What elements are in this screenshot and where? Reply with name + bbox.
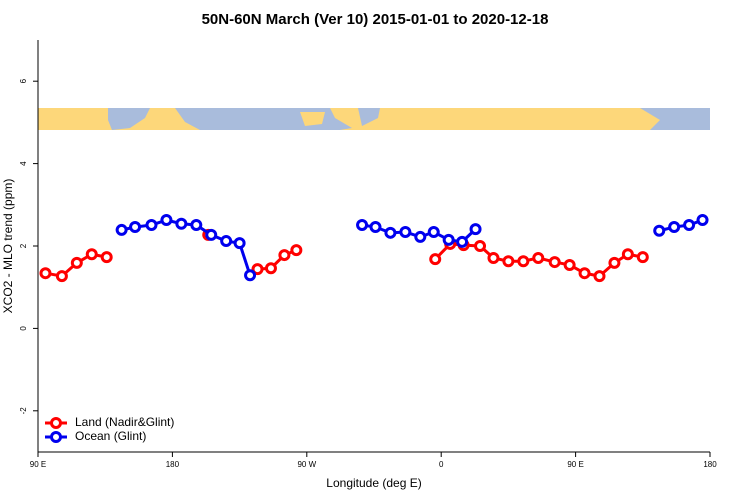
series-point <box>55 270 68 283</box>
map-ocean <box>175 108 352 130</box>
series-line <box>121 218 252 276</box>
series-point <box>39 267 52 280</box>
series-point <box>517 255 530 268</box>
series-point <box>175 217 188 230</box>
x-tick-label: 90 E <box>567 460 583 469</box>
y-axis-label: XCO2 - MLO trend (ppm) <box>1 179 15 314</box>
series-point <box>85 248 98 261</box>
series-point <box>129 221 142 234</box>
series-point <box>70 256 83 269</box>
series-point <box>502 255 515 268</box>
series-point <box>442 233 455 246</box>
x-tick-label: 90 E <box>30 460 46 469</box>
y-tick-label: 6 <box>19 78 28 83</box>
series-point <box>578 267 591 280</box>
series-point <box>414 230 427 243</box>
x-tick-label: 180 <box>166 460 180 469</box>
series-point <box>278 249 291 262</box>
series-point <box>429 253 442 266</box>
legend-marker <box>50 417 62 429</box>
series-point <box>190 218 203 231</box>
series-point <box>653 224 666 237</box>
series-point <box>469 223 482 236</box>
map-strip <box>38 108 710 130</box>
legend-marker <box>50 431 62 443</box>
series-point <box>427 225 440 238</box>
x-tick-label: 0 <box>439 460 444 469</box>
series-point <box>456 235 469 248</box>
series-point <box>115 223 128 236</box>
series-point <box>369 221 382 234</box>
chart-title: 50N-60N March (Ver 10) 2015-01-01 to 202… <box>202 11 549 28</box>
y-tick-label: 4 <box>19 161 28 166</box>
series-point <box>220 235 233 248</box>
series-point <box>205 228 218 241</box>
x-axis-label: Longitude (deg E) <box>326 476 421 490</box>
series-point <box>251 263 264 276</box>
series-point <box>608 256 621 269</box>
series-point <box>683 218 696 231</box>
legend-label: Land (Nadir&Glint) <box>75 415 174 429</box>
map-ocean <box>640 108 710 130</box>
y-tick-label: 2 <box>19 243 28 248</box>
series-line <box>257 248 297 271</box>
series-point <box>548 256 561 269</box>
series-point <box>474 240 487 252</box>
series-point <box>593 270 606 283</box>
series-point <box>532 251 545 264</box>
series-point <box>399 225 412 238</box>
legend-label: Ocean (Glint) <box>75 429 146 443</box>
series-point <box>356 218 369 231</box>
series-line <box>658 218 704 233</box>
x-tick-label: 180 <box>703 460 717 469</box>
series-point <box>384 226 397 239</box>
series-point <box>100 251 113 264</box>
series-point <box>668 221 681 234</box>
map-island <box>300 112 325 126</box>
series-point <box>160 214 173 227</box>
y-tick-label: 0 <box>19 326 28 331</box>
series-point <box>233 237 246 250</box>
series-point <box>487 251 500 264</box>
map-ocean <box>358 108 380 126</box>
series-point <box>290 244 303 257</box>
series-point <box>696 214 709 227</box>
x-tick-label: 90 W <box>297 460 316 469</box>
map-ocean <box>108 108 150 130</box>
series-point <box>145 218 158 231</box>
series-point <box>621 248 634 261</box>
y-tick-label: -2 <box>19 407 28 415</box>
series-point <box>244 269 257 282</box>
series-point <box>563 258 576 271</box>
series-point <box>636 251 649 264</box>
series-point <box>264 262 277 275</box>
